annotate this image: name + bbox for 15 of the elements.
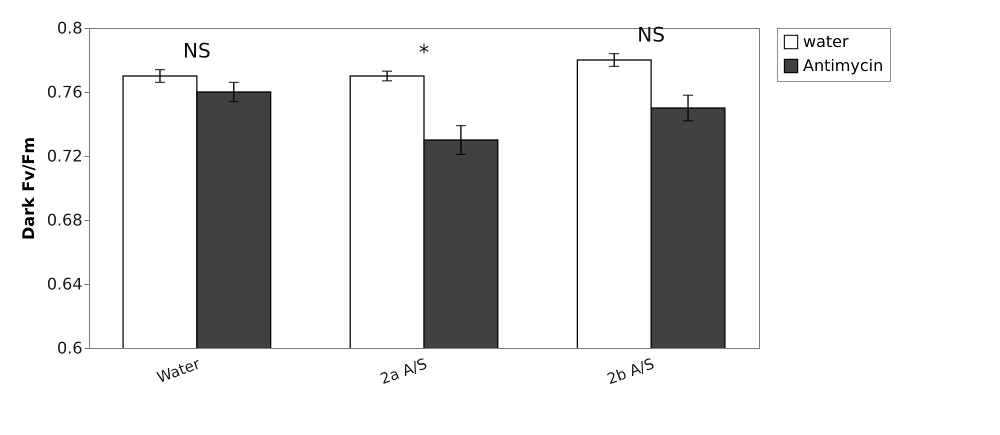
x-tick-label: 2b A/S — [604, 354, 657, 388]
legend-label: water — [803, 32, 850, 51]
y-tick-label: 0.72 — [46, 146, 82, 166]
y-tick-label: 0.8 — [57, 18, 82, 38]
annotation: NS — [183, 38, 211, 63]
annotation: * — [419, 40, 429, 64]
y-tick-label: 0.68 — [46, 210, 82, 230]
y-tick-label: 0.6 — [57, 338, 82, 358]
y-axis-title: Dark Fv/Fm — [18, 137, 38, 240]
x-tick-label: Water — [154, 354, 204, 387]
y-tick-label: 0.64 — [46, 274, 82, 294]
annotation: NS — [637, 22, 665, 47]
y-tick-label: 0.76 — [46, 82, 82, 102]
legend-label: Antimycin — [803, 56, 884, 75]
x-tick-label: 2a A/S — [378, 354, 430, 388]
